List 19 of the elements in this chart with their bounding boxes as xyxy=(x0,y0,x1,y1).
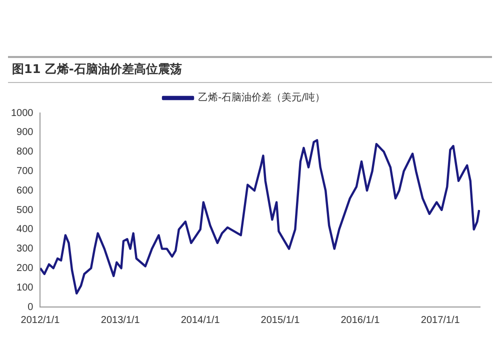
y-tick-label: 700 xyxy=(16,166,34,177)
y-tick-label: 1000 xyxy=(10,108,34,119)
chart-title: 图11 乙烯-石脑油价差高位震荡 xyxy=(11,61,183,78)
y-tick-label: 400 xyxy=(16,224,34,236)
y-tick-label: 100 xyxy=(16,282,34,294)
y-tick-label: 900 xyxy=(16,127,34,138)
y-tick-label: 500 xyxy=(16,204,34,216)
x-tick-label: 2015/1/1 xyxy=(260,314,300,326)
legend-label: 乙烯-石脑油价差（美元/吨） xyxy=(198,92,325,104)
y-tick-label: 600 xyxy=(16,185,34,196)
x-tick-label: 2014/1/1 xyxy=(180,314,220,326)
y-tick-label: 800 xyxy=(16,146,34,158)
y-tick-label: 300 xyxy=(16,244,34,255)
x-tick-label: 2017/1/1 xyxy=(420,314,460,326)
y-tick-label: 200 xyxy=(16,262,34,274)
y-tick-label: 0 xyxy=(28,302,34,313)
x-tick-label: 2013/1/1 xyxy=(100,314,140,326)
x-tick-label: 2016/1/1 xyxy=(340,314,380,326)
x-tick-label: 2012/1/1 xyxy=(20,314,60,326)
